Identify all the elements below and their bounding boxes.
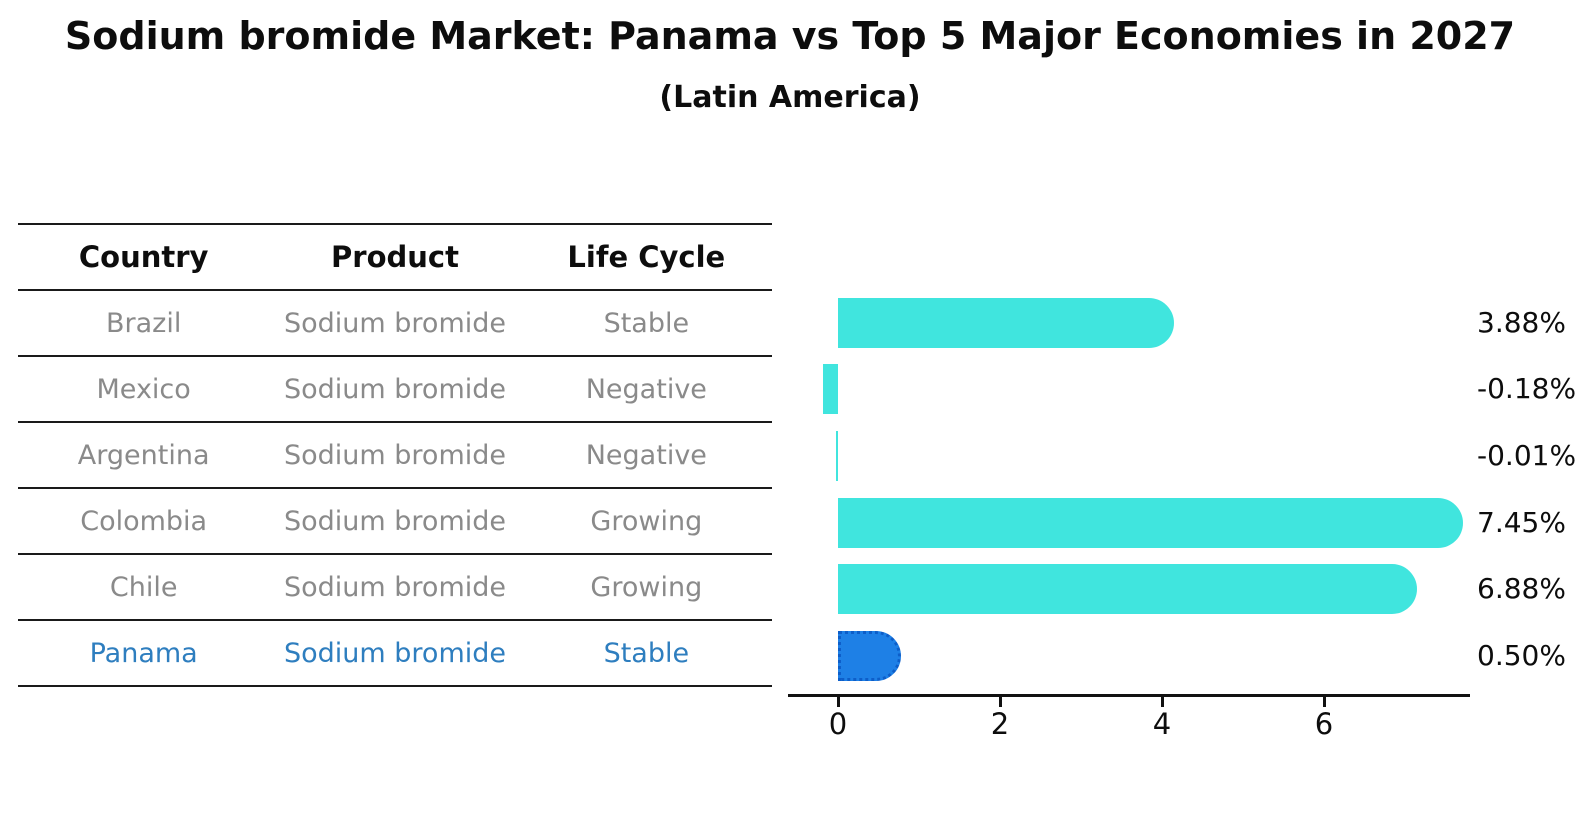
table-row: Argentina Sodium bromide Negative [18,422,772,488]
life-cycle-cell: Negative [585,439,707,471]
life-cycle-cell: Stable [603,307,690,339]
bar-panama [838,630,901,681]
x-axis-tick-label: 4 [1152,707,1172,741]
bar-argentina [836,431,838,482]
life-cycle-cell: Stable [603,637,690,669]
x-axis-tick-label: 0 [828,707,848,741]
chart-subtitle: (Latin America) [659,80,921,115]
value-label-mexico: -0.18% [1477,372,1577,406]
bar-brazil [838,297,1175,348]
life-cycle-cell: Growing [590,571,703,603]
value-label-brazil: 3.88% [1477,305,1566,339]
x-axis-tick-label: 2 [990,707,1010,741]
chart-title: Sodium bromide Market: Panama vs Top 5 M… [64,14,1516,58]
comparison-table: Country Product Life Cycle Brazil Sodium … [18,223,772,687]
column-header-country: Country [78,240,209,274]
value-label-argentina: -0.01% [1477,439,1577,473]
bar-chile [838,564,1418,615]
bar-colombia [838,497,1464,548]
x-axis-tick-label: 6 [1314,707,1334,741]
table-row: Chile Sodium bromide Growing [18,554,772,620]
x-axis-tick [1322,697,1326,707]
country-cell: Brazil [105,307,182,339]
x-axis-tick [998,697,1002,707]
product-cell: Sodium bromide [283,439,506,471]
table-row: Colombia Sodium bromide Growing [18,488,772,554]
value-label-chile: 6.88% [1477,572,1566,606]
x-axis-tick [1160,697,1164,707]
product-cell: Sodium bromide [283,571,506,603]
country-cell: Argentina [77,439,210,471]
country-cell: Panama [89,637,198,669]
country-cell: Mexico [96,373,191,405]
table-header: Country Product Life Cycle [18,224,772,290]
x-axis-line [788,694,1470,697]
table-body: Brazil Sodium bromide Stable Mexico Sodium b… [18,290,772,686]
bar-mexico [823,364,838,415]
table-header-row: Country Product Life Cycle [18,224,772,290]
x-axis-tick [836,697,840,707]
life-cycle-cell: Growing [590,505,703,537]
column-header-product: Product [331,240,459,274]
column-header-life-cycle: Life Cycle [567,240,726,274]
product-cell: Sodium bromide [283,505,506,537]
table-row: Brazil Sodium bromide Stable [18,290,772,356]
life-cycle-cell: Negative [585,373,707,405]
table-row: Mexico Sodium bromide Negative [18,356,772,422]
value-label-panama: 0.50% [1477,638,1566,672]
table-row: Panama Sodium bromide Stable [18,620,772,686]
country-cell: Colombia [80,505,208,537]
country-cell: Chile [109,571,178,603]
value-label-colombia: 7.45% [1477,505,1566,539]
product-cell: Sodium bromide [283,307,506,339]
product-cell: Sodium bromide [283,373,506,405]
product-cell: Sodium bromide [283,637,506,669]
